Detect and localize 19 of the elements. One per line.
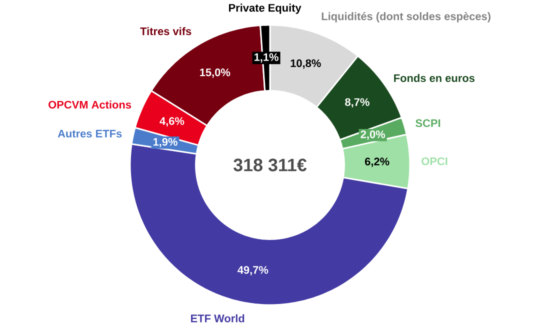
slice-label: SCPI — [416, 119, 440, 128]
slice-label: ETF World — [191, 314, 244, 322]
slice-label: Autres ETFs — [58, 130, 122, 138]
data-label: 6,2% — [364, 158, 390, 167]
slice-label: Private Equity — [229, 4, 302, 14]
data-label: 8,7% — [345, 98, 370, 108]
data-label: 4,6% — [160, 117, 184, 127]
data-label: 1,9% — [153, 138, 178, 148]
data-label: 10,8% — [290, 59, 321, 69]
text: 318 311€ — [234, 158, 307, 172]
slice-label: Titres vifs — [140, 27, 192, 36]
data-label: 1,1% — [254, 53, 278, 63]
slice-label: OPCI — [422, 157, 448, 166]
data-label: 2,0% — [360, 130, 386, 140]
data-label: 49,7% — [238, 266, 268, 276]
data-label: 15,0% — [200, 68, 230, 78]
slice-label: Fonds en euros — [394, 74, 475, 82]
slice-label: OPCVM Actions — [48, 100, 132, 109]
slice-label: Liquidités (dont soldes espèces) — [322, 12, 490, 22]
